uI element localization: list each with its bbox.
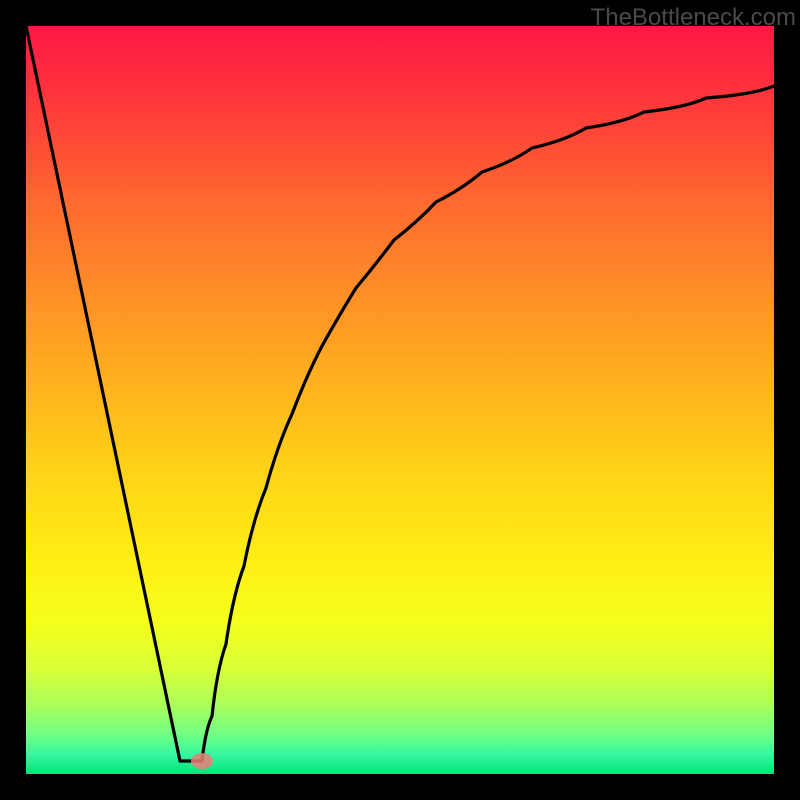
minimum-marker	[191, 753, 213, 769]
chart-frame: TheBottleneck.com	[0, 0, 800, 800]
chart-svg	[26, 26, 774, 774]
watermark-text: TheBottleneck.com	[591, 4, 796, 32]
gradient-background	[26, 26, 774, 774]
plot-area	[26, 26, 774, 774]
